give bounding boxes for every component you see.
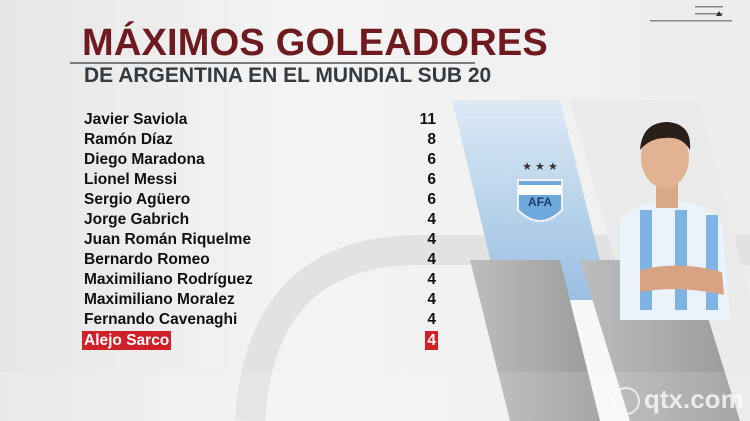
page-title: MÁXIMOS GOLEADORES — [82, 22, 548, 64]
player-name: Javier Saviola — [84, 111, 188, 128]
crest-text: AFA — [528, 195, 552, 209]
player-name: Maximiliano Moralez — [84, 291, 235, 308]
player-name: Fernando Cavenaghi — [84, 311, 238, 328]
player-photo — [620, 122, 730, 320]
list-item-highlighted: Alejo Sarco 4 — [82, 330, 438, 350]
player-goals: 11 — [419, 111, 436, 128]
player-goals: 4 — [427, 211, 436, 228]
player-goals: 4 — [427, 251, 436, 268]
player-goals: 4 — [427, 291, 436, 308]
player-goals: 6 — [427, 191, 436, 208]
triangle-up-icon — [716, 11, 722, 16]
list-item: Maximiliano Rodríguez 4 — [82, 270, 438, 290]
svg-text:★ ★ ★: ★ ★ ★ — [522, 161, 558, 173]
watermark: qtx.com — [612, 384, 744, 416]
list-item: Bernardo Romeo 4 — [82, 250, 438, 270]
broadcast-menu-icon — [650, 6, 732, 22]
player-name: Diego Maradona — [84, 151, 205, 168]
player-name: Juan Román Riquelme — [84, 231, 252, 248]
list-item: Sergio Agüero 6 — [82, 190, 438, 210]
list-item: Ramón Díaz 8 — [82, 130, 438, 150]
player-goals: 4 — [427, 271, 436, 288]
decor-arc — [235, 235, 750, 421]
player-name: Sergio Agüero — [84, 191, 191, 208]
title-divider — [70, 62, 475, 64]
player-goals: 6 — [427, 151, 436, 168]
player-goals: 6 — [427, 171, 436, 188]
list-item: Lionel Messi 6 — [82, 170, 438, 190]
list-item: Juan Román Riquelme 4 — [82, 230, 438, 250]
player-goals: 4 — [427, 231, 436, 248]
scorers-list: Javier Saviola 11 Ramón Díaz 8 Diego Marad… — [82, 110, 438, 350]
player-name: Lionel Messi — [84, 171, 178, 188]
player-name: Bernardo Romeo — [84, 251, 210, 268]
player-goals: 8 — [427, 131, 436, 148]
watermark-logo-icon — [612, 387, 640, 416]
list-item: Javier Saviola 11 — [82, 110, 438, 130]
player-name: Jorge Gabrich — [84, 211, 190, 228]
player-goals: 4 — [427, 311, 436, 328]
watermark-text: qtx.com — [644, 384, 744, 414]
list-item: Maximiliano Moralez 4 — [82, 290, 438, 310]
afa-crest-icon: ★ ★ ★ AFA — [517, 161, 563, 222]
panel-gray-1 — [470, 260, 600, 421]
player-name: Maximiliano Rodríguez — [84, 271, 253, 288]
player-name: Ramón Díaz — [84, 131, 173, 148]
page-subtitle: DE ARGENTINA EN EL MUNDIAL SUB 20 — [84, 64, 492, 87]
player-name: Alejo Sarco — [82, 330, 172, 350]
list-item: Diego Maradona 6 — [82, 150, 438, 170]
list-item: Fernando Cavenaghi 4 — [82, 310, 438, 330]
player-goals: 4 — [425, 330, 438, 350]
list-item: Jorge Gabrich 4 — [82, 210, 438, 230]
